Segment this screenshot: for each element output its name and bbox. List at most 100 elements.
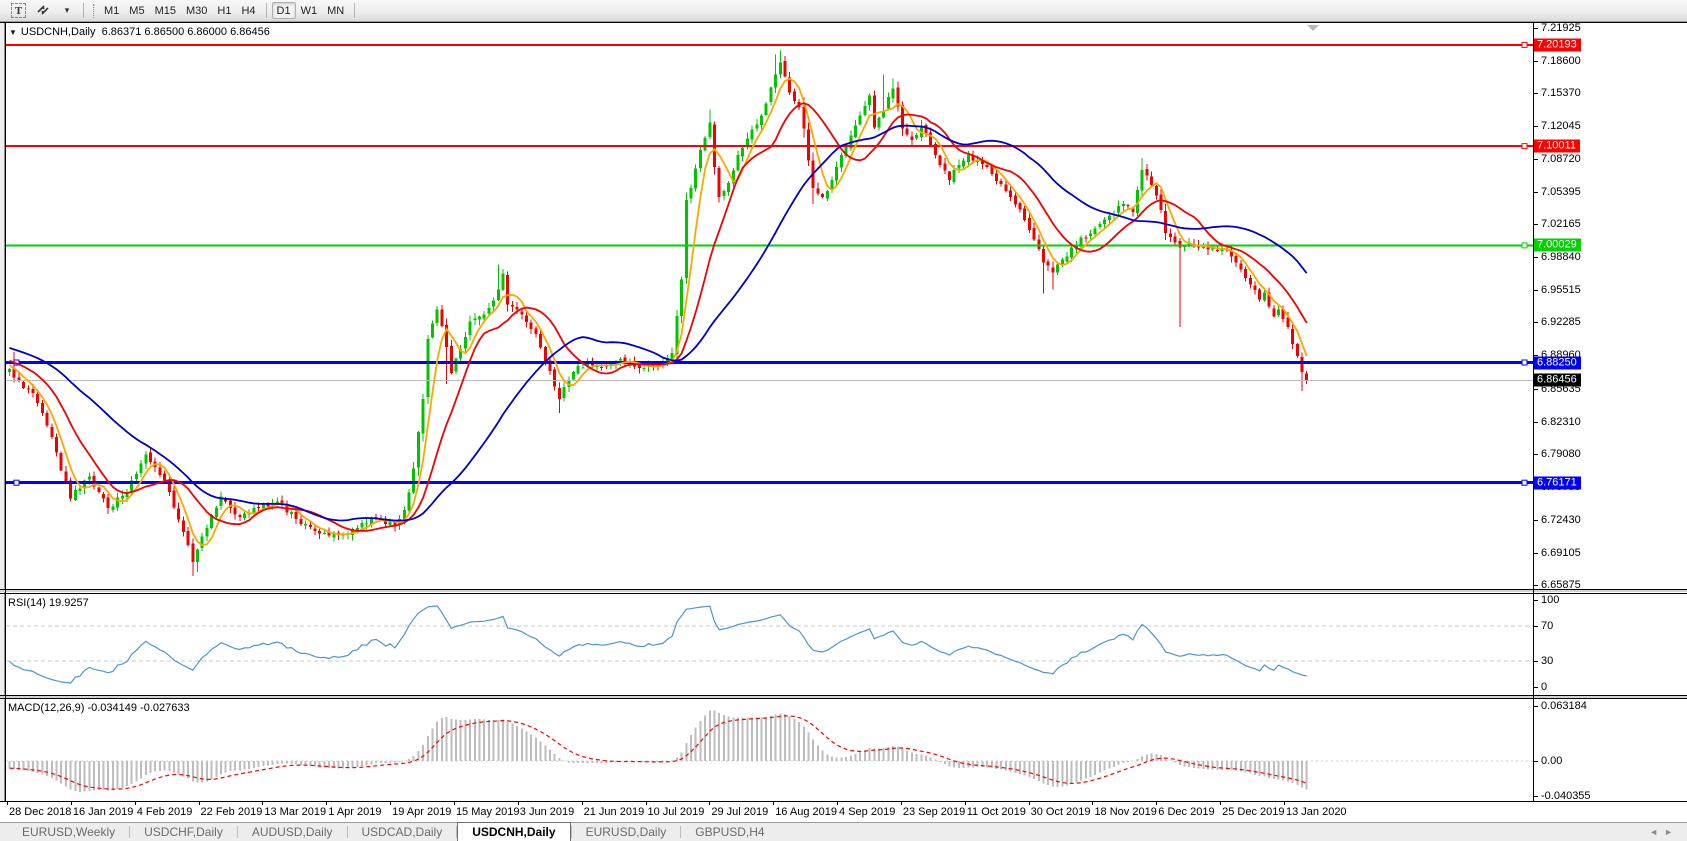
scale-label: 6.92285 [1541,316,1581,329]
plot-left-border [5,23,6,802]
symbol-period-label: USDCNH,Daily [20,26,96,38]
tab-separator [680,826,682,838]
rsi-indicator-canvas[interactable] [0,594,1533,695]
scale-tick [1534,92,1538,94]
scale-label: 0.063184 [1541,700,1587,713]
scale-label: 7.02165 [1541,218,1581,231]
date-label: 18 Nov 2019 [1094,806,1157,818]
date-label: 22 Feb 2019 [200,806,263,818]
timeframe-button-h1[interactable]: H1 [217,4,232,17]
tab-separator [129,826,131,838]
scale-tick [1534,687,1538,688]
scale-tick [1534,60,1538,62]
date-tick [837,802,839,805]
price-line-label: 6.88250 [1534,356,1581,370]
chart-tab-eurusd-daily[interactable]: EURUSD,Daily [585,825,667,839]
chart-tab-eurusd-weekly[interactable]: EURUSD,Weekly [22,825,116,839]
date-tick [134,802,136,805]
date-label: 16 Jan 2019 [72,806,134,818]
date-tick [709,802,711,805]
scale-label: 7.15370 [1541,86,1581,99]
date-label: 3 Jun 2019 [519,806,575,818]
chart-tab-usdchf-daily[interactable]: USDCHF,Daily [144,825,223,839]
date-tick [645,802,647,805]
arrows-dropdown-caret[interactable]: ▾ [64,5,70,15]
arrow-objects-button[interactable] [31,2,56,19]
date-label: 28 Dec 2018 [9,806,72,818]
scale-tick [1534,453,1538,455]
tab-scroll-right-icon[interactable]: ► [1664,827,1679,837]
price-line-label: 7.20193 [1534,38,1581,52]
main-panel-bottom-border [0,589,1687,590]
timeframe-button-m15[interactable]: M15 [154,4,176,17]
macd-bottom-border [0,801,1687,802]
scale-tick [1534,192,1538,194]
toolbar: T ▾ M1 M5 M15 M30 H1 H4 D1 W1 MN [0,0,1687,22]
scale-tick [1534,125,1538,127]
date-tick [900,802,902,805]
main-chart-canvas[interactable] [0,24,1533,589]
rsi-top-border [0,593,1687,594]
scale-tick [1534,322,1538,324]
date-label: 21 Jun 2019 [583,806,645,818]
date-label: 13 Jan 2020 [1286,806,1347,818]
macd-splitter[interactable] [0,696,1687,698]
timeframe-button-m30[interactable]: M30 [185,4,208,17]
scale-tick [1534,761,1538,762]
tab-scroll-left-icon[interactable]: ◄ [1649,827,1665,837]
rsi-splitter[interactable] [0,590,1687,592]
price-line-label: 6.86456 [1534,373,1581,387]
scale-tick [1534,257,1538,259]
date-tick [964,802,966,805]
chart-tab-gbpusd-h4[interactable]: GBPUSD,H4 [695,825,765,839]
chart-tab-bar: EURUSD,Weekly USDCHF,Daily AUDUSD,Daily USD… [0,822,1687,841]
date-label: 15 May 2019 [455,806,520,818]
scale-tick [1534,552,1538,554]
price-line-label: 6.76171 [1534,476,1581,490]
text-tool-button[interactable]: T [6,2,31,19]
chart-window [0,23,1687,822]
chart-tab-audusd-daily[interactable]: AUDUSD,Daily [251,825,333,839]
date-label: 19 Apr 2019 [392,806,452,818]
scale-label: 0 [1541,681,1548,693]
macd-indicator-canvas[interactable] [0,699,1533,801]
timeframe-button-h4[interactable]: H4 [241,4,256,17]
timeframe-button-d1[interactable]: D1 [271,2,296,19]
macd-label: MACD(12,26,9) -0.034149 -0.027633 [8,702,190,714]
date-tick [517,802,519,805]
date-label: 10 Jul 2019 [647,806,705,818]
date-label: 13 Mar 2019 [264,806,327,818]
scale-label: 6.98840 [1541,251,1581,264]
ohlc-values: 6.86371 6.86500 6.86000 6.86456 [101,26,270,38]
chart-symbol-title: ▼ USDCNH,Daily 6.86371 6.86500 6.86000 6.… [9,26,270,38]
scale-label: 6.69105 [1541,546,1581,559]
chart-top-border [0,22,1687,23]
date-axis[interactable]: 28 Dec 2018 16 Jan 2019 4 Feb 2019 22 Feb 2… [0,802,1687,822]
date-tick [581,802,583,805]
scale-tick [1534,224,1538,226]
timeframe-button-m1[interactable]: M1 [104,4,120,17]
date-label: 16 Aug 2019 [775,806,837,818]
tab-separator [456,826,458,838]
window-left-frame [0,23,5,822]
chart-tab-usdcad-daily[interactable]: USDCAD,Daily [361,825,443,839]
chart-tab-usdcnh-daily[interactable]: USDCNH,Daily [457,822,571,841]
date-tick [198,802,200,805]
timeframe-button-mn[interactable]: MN [327,4,345,17]
scale-tick [1534,796,1538,798]
timeframe-button-w1[interactable]: W1 [300,4,318,17]
date-label: 25 Dec 2019 [1222,806,1285,818]
scale-tick [1534,626,1538,628]
scale-label: 70 [1541,620,1554,633]
tab-separator [346,826,348,838]
scale-tick [1534,585,1538,587]
timeframe-button-m5[interactable]: M5 [129,4,145,17]
toolbar-grip[interactable] [93,3,95,18]
one-click-trading-arrow-icon[interactable]: ▼ [9,28,17,37]
chart-shift-marker-icon[interactable] [1307,25,1319,31]
price-scale[interactable]: 7.21925 7.18600 7.15370 7.12045 7.08720 7.053… [1534,22,1687,802]
scale-label: 30 [1541,654,1554,667]
scale-tick [1534,519,1538,521]
rsi-bottom-border [0,695,1687,696]
scale-label: 0.00 [1541,755,1563,767]
